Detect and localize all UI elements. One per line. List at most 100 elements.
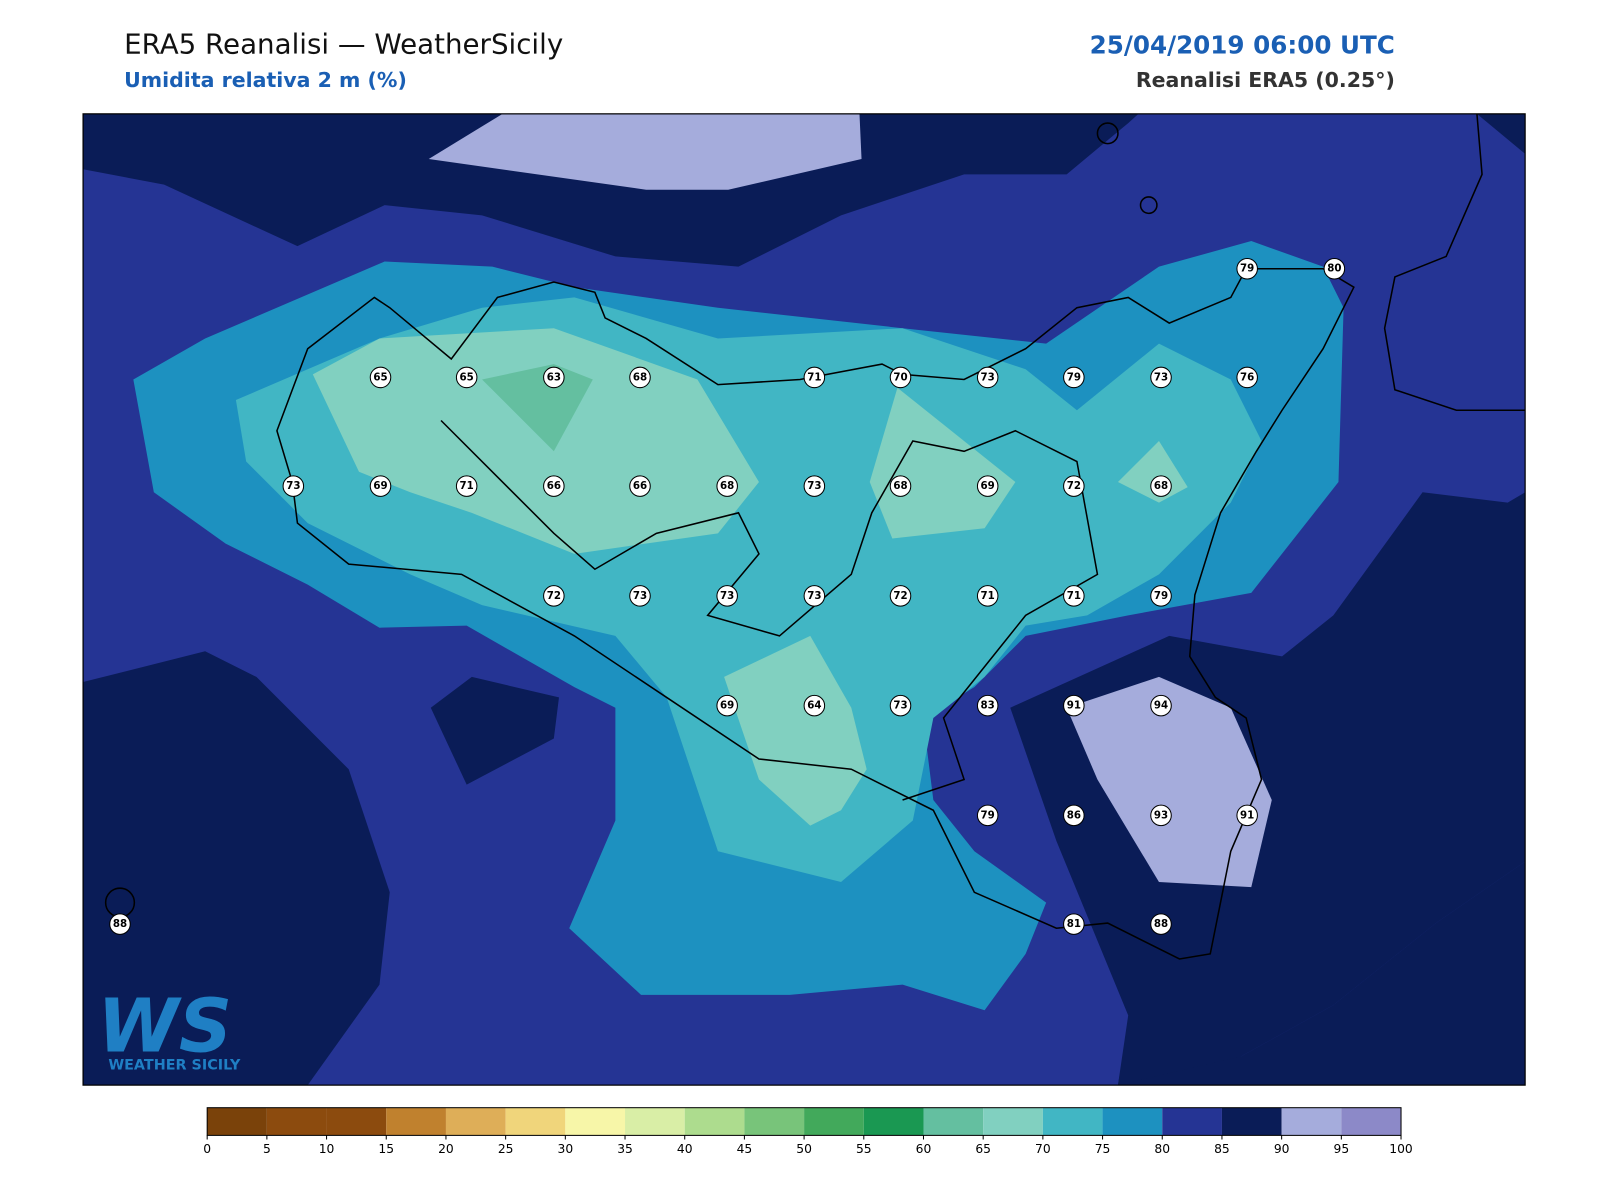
station-value: 88 (113, 918, 127, 930)
contour-60-65 (482, 364, 593, 452)
island (1096, 122, 1119, 145)
station-value: 69 (981, 480, 995, 492)
contour-90-95 (1066, 676, 1272, 888)
colorbar-tick-label: 35 (617, 1142, 633, 1156)
station-marker (976, 804, 999, 827)
station-marker (1063, 585, 1085, 607)
station-marker (803, 694, 826, 717)
station-value: 71 (807, 371, 821, 383)
station-marker (803, 585, 826, 607)
colorbar-segment (505, 1107, 566, 1136)
contour-65-70 (869, 387, 1016, 539)
station-marker (889, 475, 912, 497)
station-value: 65 (373, 371, 387, 383)
station-value: 66 (633, 480, 647, 492)
station-marker (455, 475, 478, 497)
colorbar-segment (804, 1107, 864, 1136)
station-value: 94 (1154, 700, 1168, 712)
station-value: 73 (807, 480, 821, 492)
station-marker (282, 475, 305, 497)
colorbar-tick-label: 15 (378, 1142, 394, 1156)
station-value: 69 (720, 700, 734, 712)
station-marker (1063, 694, 1085, 717)
colorbar-segment (684, 1107, 745, 1136)
colorbar-tick-label: 5 (263, 1142, 271, 1156)
station-value: 73 (981, 371, 995, 383)
station-value: 73 (633, 590, 647, 602)
station-marker (1150, 366, 1172, 389)
station-value: 79 (1240, 263, 1254, 275)
station-value: 73 (893, 700, 907, 712)
station-value: 93 (1154, 809, 1168, 821)
contour-65-70 (724, 635, 867, 826)
station-value: 79 (1067, 371, 1081, 383)
station-value: 65 (460, 371, 474, 383)
station-value: 91 (1067, 700, 1081, 712)
calabria-coast (1383, 113, 1526, 412)
colorbar-tick-label: 10 (319, 1142, 335, 1156)
stations: 79 80 65 65 63 68 71 70 73 79 73 76 73 69 71 66 66 68 73 68… (109, 257, 1346, 935)
colorbar-segment (1042, 1107, 1103, 1136)
station-marker (1236, 257, 1258, 280)
colorbar-tick-label: 70 (1035, 1142, 1051, 1156)
station-marker (1150, 804, 1172, 827)
station-value: 86 (1067, 809, 1081, 821)
colorbar-segment (207, 1107, 267, 1136)
station-marker (1150, 475, 1172, 497)
station-marker (1236, 804, 1258, 827)
colorbar-segment (1281, 1107, 1342, 1136)
colorbar-tick-label: 50 (796, 1142, 812, 1156)
station-marker (543, 366, 565, 389)
logo: WS WEATHER SICILY (97, 983, 241, 1073)
station-marker (369, 366, 392, 389)
station-value: 71 (1067, 590, 1081, 602)
colorbar-tick-label: 80 (1154, 1142, 1170, 1156)
station-marker (1063, 913, 1085, 935)
colorbar-segment (326, 1107, 387, 1136)
station-marker (889, 585, 912, 607)
station-marker (1150, 585, 1172, 607)
colorbar-segment (863, 1107, 924, 1136)
source: Reanalisi ERA5 (0.25°) (1136, 68, 1395, 92)
station-value: 88 (1154, 918, 1168, 930)
coastline (104, 113, 1526, 960)
colorbar-segment (266, 1107, 327, 1136)
colorbar-tick-label: 60 (916, 1142, 932, 1156)
station-marker (629, 475, 651, 497)
station-marker (803, 475, 826, 497)
station-value: 72 (893, 590, 907, 602)
station-value: 80 (1327, 263, 1341, 275)
logo-text: WEATHER SICILY (108, 1058, 241, 1074)
station-marker (455, 366, 478, 389)
colorbar-tick-label: 90 (1274, 1142, 1290, 1156)
station-value: 79 (981, 809, 995, 821)
colorbar-segment (1221, 1107, 1282, 1136)
station-value: 79 (1154, 590, 1168, 602)
contour-85-90 (430, 676, 559, 785)
station-value: 71 (981, 590, 995, 602)
colorbar: 0 5 10 15 20 25 30 35 40 45 50 55 60 65 70 75 80 85 90 95 10… (203, 1107, 1413, 1156)
station-marker (976, 585, 999, 607)
logo-mark: WS (97, 983, 232, 1069)
station-value: 64 (807, 700, 821, 712)
station-marker (629, 585, 651, 607)
contour-90-95 (428, 113, 862, 190)
contour-85-90 (1010, 492, 1526, 1086)
province-border (440, 419, 1099, 801)
station-value: 83 (981, 700, 995, 712)
station-marker (1150, 913, 1172, 935)
station-marker (1063, 804, 1085, 827)
station-marker (716, 475, 738, 497)
station-value: 72 (1067, 480, 1081, 492)
station-marker (1063, 475, 1085, 497)
station-marker (1063, 366, 1085, 389)
station-marker (976, 475, 999, 497)
map-frame (82, 113, 1526, 1086)
station-marker (369, 475, 392, 497)
colorbar-segment (1341, 1107, 1402, 1136)
station-value: 91 (1240, 809, 1254, 821)
colorbar-segment (1162, 1107, 1222, 1136)
station-value: 73 (1154, 371, 1168, 383)
station-marker (543, 585, 565, 607)
